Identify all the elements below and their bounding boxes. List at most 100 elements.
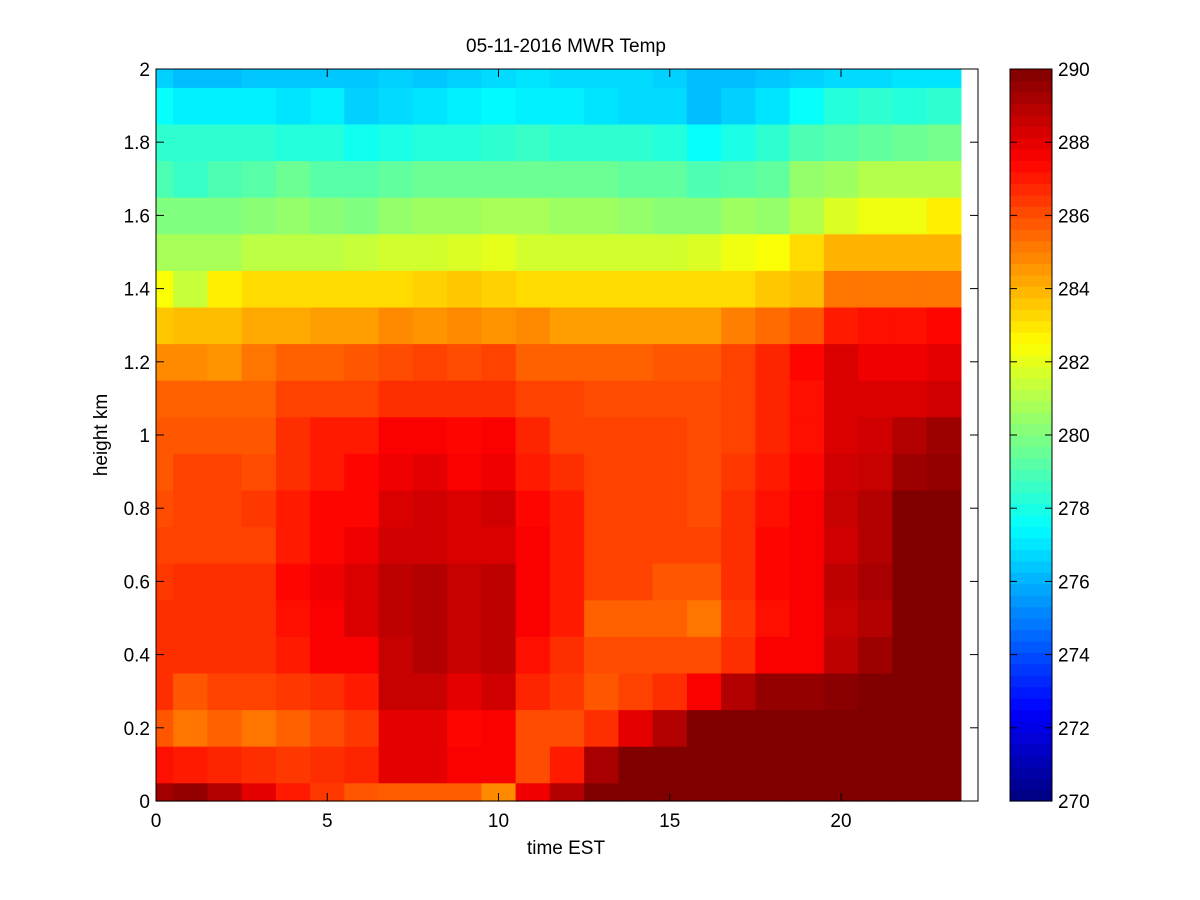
heatmap-cell: [275, 709, 311, 747]
heatmap-cell: [755, 746, 791, 784]
colorbar-segment: [1010, 606, 1052, 619]
colorbar-segment: [1010, 126, 1052, 139]
colorbar-ticks: 270 272 274 276 278 280 282 284 286 288 290: [1010, 60, 1090, 813]
heatmap-cell: [926, 416, 962, 454]
x-axis-ticks: 0 5 10 15 20: [151, 69, 852, 832]
heatmap-cell: [156, 453, 174, 491]
heatmap-cell: [652, 233, 688, 271]
colorbar-gradient: [1010, 69, 1052, 802]
heatmap-cell: [858, 270, 893, 308]
heatmap-cell: [686, 160, 722, 198]
heatmap-cell: [926, 453, 962, 491]
heatmap-cell: [173, 87, 208, 125]
colorbar-segment: [1010, 652, 1052, 665]
heatmap-cell: [310, 563, 345, 601]
heatmap-cell: [241, 526, 277, 564]
colorbar-segment: [1010, 309, 1052, 322]
heatmap-cell: [584, 489, 619, 528]
heatmap-cell: [823, 709, 859, 747]
heatmap-cell: [823, 270, 859, 308]
colorbar-segment: [1010, 480, 1052, 493]
heatmap-cell: [156, 672, 174, 711]
heatmap-cell: [823, 306, 859, 345]
heatmap-cell: [173, 160, 208, 198]
heatmap-cell: [173, 709, 208, 747]
heatmap-cell: [275, 197, 311, 235]
heatmap-cell: [275, 69, 311, 88]
heatmap-cell: [721, 636, 756, 674]
heatmap-cell: [823, 233, 859, 271]
heatmap-cell: [823, 123, 859, 162]
heatmap-cell: [549, 526, 585, 564]
heatmap-cell: [823, 636, 859, 674]
heatmap-cell: [481, 599, 517, 637]
heatmap-cell: [515, 160, 551, 198]
heatmap-cell: [173, 233, 208, 271]
heatmap-cell: [721, 233, 756, 271]
heatmap-cell: [892, 123, 928, 162]
heatmap-cell: [789, 69, 825, 88]
colorbar-segment: [1010, 743, 1052, 756]
y-tick-label: 1.8: [124, 133, 150, 154]
heatmap-cell: [789, 160, 825, 198]
colorbar-segment: [1010, 320, 1052, 333]
heatmap-cell: [207, 123, 243, 162]
colorbar-segment: [1010, 343, 1052, 356]
heatmap-cell: [892, 233, 928, 271]
heatmap-cell: [310, 197, 345, 235]
heatmap-cell: [858, 782, 893, 802]
heatmap-cell: [481, 746, 517, 784]
colorbar-segment: [1010, 389, 1052, 402]
heatmap-cell: [515, 563, 551, 601]
heatmap-cell: [789, 636, 825, 674]
heatmap-cell: [156, 270, 174, 308]
x-tick-label: 0: [151, 811, 162, 832]
heatmap-cell: [241, 343, 277, 381]
heatmap-cell: [378, 709, 414, 747]
heatmap-cell: [686, 87, 722, 125]
heatmap-cell: [618, 599, 654, 637]
heatmap-cell: [652, 636, 688, 674]
heatmap-cell: [412, 453, 448, 491]
heatmap-cell: [344, 197, 380, 235]
colorbar-segment: [1010, 537, 1052, 550]
heatmap-cell: [310, 270, 345, 308]
heatmap-cell: [447, 636, 482, 674]
heatmap-cell: [412, 672, 448, 711]
heatmap-cell: [721, 306, 756, 345]
heatmap-cell: [515, 709, 551, 747]
heatmap-cell: [755, 599, 791, 637]
heatmap-cell: [721, 782, 756, 802]
heatmap-cell: [515, 123, 551, 162]
y-tick-label: 0.2: [124, 719, 150, 740]
heatmap-cell: [481, 87, 517, 125]
colorbar-tick-label: 270: [1058, 792, 1090, 813]
heatmap-cell: [823, 160, 859, 198]
heatmap-cell: [156, 599, 174, 637]
heatmap-cell: [858, 636, 893, 674]
heatmap-cell: [926, 599, 962, 637]
heatmap-cell: [156, 343, 174, 381]
heatmap-cell: [652, 453, 688, 491]
heatmap-cell: [618, 69, 654, 88]
heatmap-cell: [892, 416, 928, 454]
heatmap-cell: [549, 453, 585, 491]
heatmap-cell: [378, 160, 414, 198]
colorbar-segment: [1010, 183, 1052, 196]
heatmap-cell: [275, 599, 311, 637]
colorbar-segment: [1010, 720, 1052, 733]
heatmap-cell: [378, 343, 414, 381]
heatmap-cell: [549, 69, 585, 88]
colorbar-tick-label: 280: [1058, 426, 1090, 447]
heatmap-cell: [721, 416, 756, 454]
heatmap-cell: [310, 599, 345, 637]
heatmap-cell: [721, 160, 756, 198]
heatmap-cell: [378, 69, 414, 88]
heatmap-cell: [584, 160, 619, 198]
x-axis-label: time EST: [527, 838, 606, 859]
heatmap-cell: [549, 709, 585, 747]
colorbar-segment: [1010, 686, 1052, 699]
heatmap-cell: [652, 380, 688, 418]
heatmap-cell: [584, 526, 619, 564]
heatmap-cell: [241, 416, 277, 454]
